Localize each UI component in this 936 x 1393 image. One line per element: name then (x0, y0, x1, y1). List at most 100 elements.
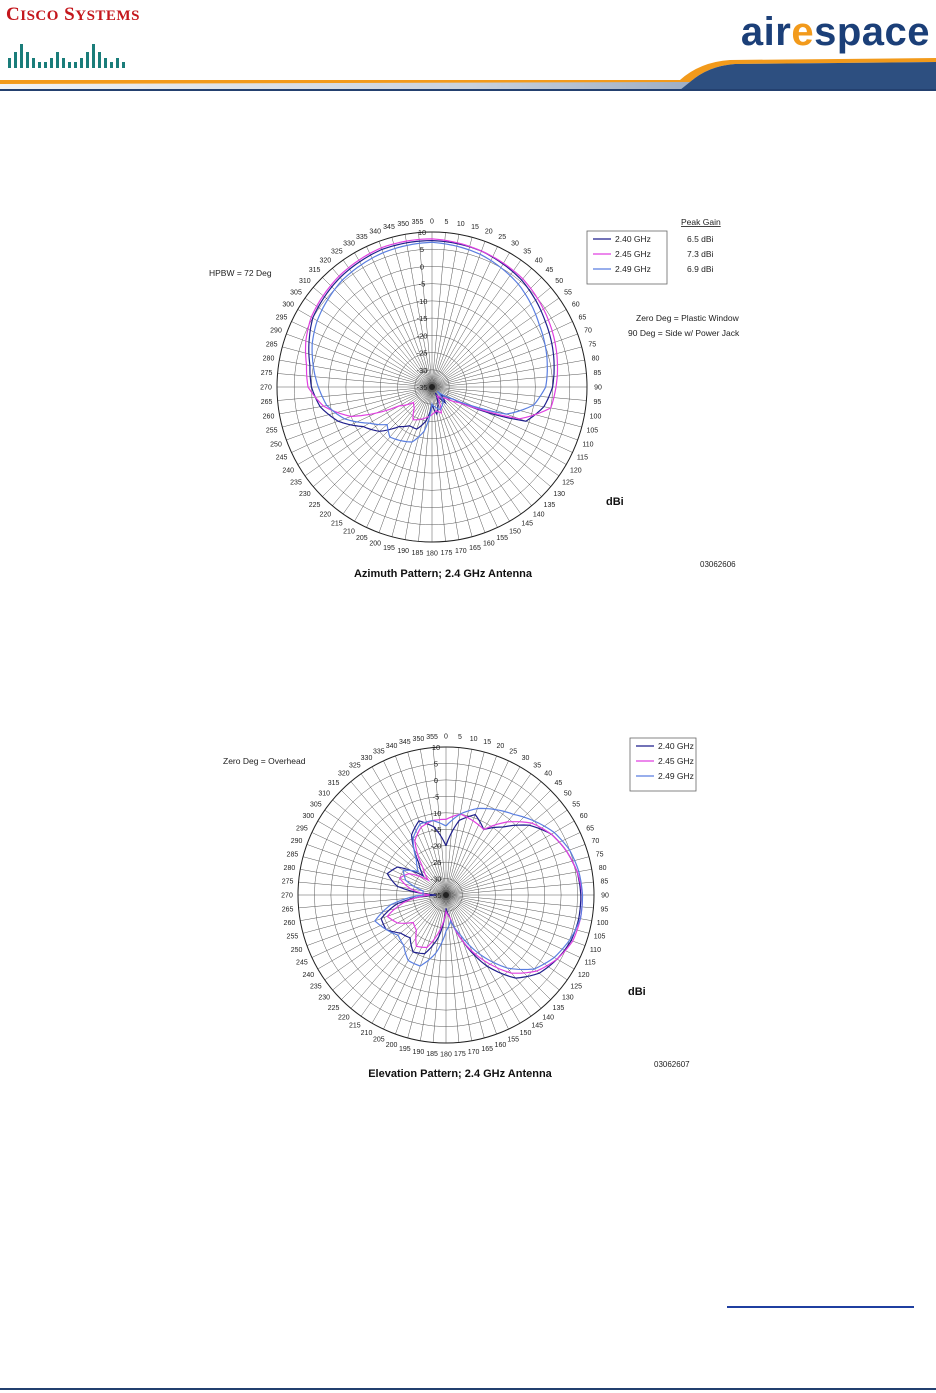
angle-tick-label: 15 (471, 224, 479, 231)
cisco-bars-bg (6, 26, 129, 68)
airespace-logo: airespace (740, 10, 930, 54)
chart-annotation: Zero Deg = Overhead (223, 756, 306, 766)
angle-tick-label: 315 (328, 780, 340, 787)
radial-gridline (445, 894, 551, 1000)
angle-tick-label: 20 (485, 229, 493, 236)
series-line (308, 240, 555, 432)
radial-gridline (432, 747, 447, 896)
radial-gridline (431, 234, 460, 388)
radial-gridline (282, 346, 433, 388)
radial-gridline (431, 241, 486, 388)
chart-annotation: HPBW = 72 Deg (209, 268, 272, 278)
ring-gridline (396, 845, 496, 945)
radial-gridline (445, 894, 521, 1024)
center-hub (429, 384, 435, 390)
radial-gridline (291, 386, 433, 453)
radial-gridline (445, 894, 575, 970)
angle-tick-label: 355 (412, 219, 424, 226)
radial-gridline (445, 820, 575, 896)
angle-tick-label: 315 (309, 267, 321, 274)
angle-tick-label: 40 (535, 257, 543, 264)
radial-gridline (431, 386, 585, 415)
angle-tick-label: 270 (281, 893, 293, 900)
header-navy-swoosh (680, 62, 936, 90)
footer-link-underline[interactable] (727, 1306, 914, 1308)
radial-gridline (371, 766, 447, 896)
radial-tick-label: -30 (431, 875, 442, 884)
angle-tick-label: 135 (553, 1005, 565, 1012)
series-line (311, 241, 548, 443)
center-hub (443, 892, 449, 898)
angle-tick-label: 310 (299, 278, 311, 285)
radial-gridline (445, 773, 532, 896)
angle-tick-label: 290 (270, 328, 282, 335)
radial-gridline (431, 277, 542, 388)
angle-tick-label: 240 (302, 972, 314, 979)
angle-tick-label: 85 (601, 879, 609, 886)
angle-tick-label: 175 (441, 550, 453, 557)
angle-tick-label: 320 (319, 257, 331, 264)
radial-gridline (350, 781, 447, 896)
radial-gridline (431, 346, 582, 388)
angle-tick-label: 115 (577, 455, 588, 462)
angle-tick-label: 160 (483, 541, 495, 548)
radial-gridline (366, 386, 433, 528)
angle-tick-label: 100 (590, 413, 602, 420)
radial-gridline (297, 386, 433, 465)
angle-tick-label: 235 (310, 984, 322, 991)
radial-gridline (445, 894, 594, 909)
peak-gain-value: 6.9 dBi (687, 264, 714, 274)
radial-gridline (378, 386, 433, 533)
radial-gridline (306, 844, 447, 896)
angle-tick-label: 25 (498, 234, 506, 241)
radial-gridline (302, 894, 447, 934)
angle-tick-label: 245 (276, 455, 288, 462)
angle-tick-label: 50 (555, 278, 563, 285)
radial-gridline (332, 268, 433, 388)
angle-tick-label: 275 (261, 370, 273, 377)
radial-gridline (432, 894, 447, 1043)
angle-tick-label: 145 (531, 1023, 543, 1030)
angle-tick-label: 295 (296, 825, 308, 832)
radial-gridline (304, 297, 433, 388)
angle-tick-label: 335 (356, 234, 368, 241)
radial-gridline (445, 844, 586, 896)
legend-label: 2.49 GHz (658, 771, 694, 781)
chart-annotation: 90 Deg = Side w/ Power Jack (628, 328, 740, 338)
radial-tick-label: -5 (433, 792, 440, 801)
radial-gridline (445, 766, 521, 896)
radial-tick-label: -30 (417, 366, 428, 375)
radial-gridline (431, 386, 587, 401)
angle-tick-label: 105 (594, 934, 606, 941)
angle-tick-label: 190 (397, 548, 409, 555)
header-orange-swoosh (0, 58, 936, 84)
radial-gridline (322, 277, 433, 388)
radial-gridline (445, 894, 460, 1043)
radial-gridline (391, 237, 433, 388)
radial-gridline (431, 386, 460, 540)
radial-gridline (404, 386, 433, 540)
peak-gain-header: Peak Gain (681, 217, 721, 227)
angle-tick-label: 285 (287, 851, 299, 858)
angle-tick-label: 300 (302, 813, 314, 820)
radial-tick-label: -10 (431, 809, 442, 818)
radial-gridline (445, 751, 485, 896)
radial-gridline (445, 894, 542, 1009)
legend-label: 2.49 GHz (615, 264, 651, 274)
angle-tick-label: 305 (290, 289, 302, 296)
angle-tick-label: 205 (373, 1037, 385, 1044)
radial-gridline (420, 894, 447, 1041)
angle-tick-label: 5 (458, 734, 462, 741)
angle-tick-label: 350 (397, 221, 409, 228)
radial-gridline (431, 321, 573, 388)
radial-gridline (302, 856, 447, 896)
angle-tick-label: 210 (361, 1030, 373, 1037)
legend-label: 2.45 GHz (615, 249, 651, 259)
angle-tick-label: 45 (555, 780, 563, 787)
angle-tick-label: 320 (338, 771, 350, 778)
angle-tick-label: 235 (290, 480, 302, 487)
radial-gridline (341, 894, 447, 1000)
radial-gridline (341, 790, 447, 896)
